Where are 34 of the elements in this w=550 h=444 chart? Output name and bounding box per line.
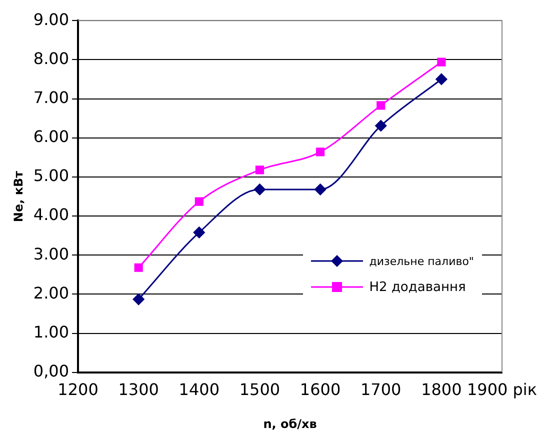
x-tick-label: 1900 рік bbox=[466, 380, 538, 400]
legend-label: H2 додавання bbox=[369, 280, 466, 294]
point bbox=[376, 101, 386, 110]
point bbox=[375, 120, 387, 132]
y-tick-label: 6.00 bbox=[33, 127, 70, 146]
y-tick-label: 8.00 bbox=[33, 48, 70, 68]
x-axis-title: n, об/хв bbox=[263, 416, 318, 431]
x-tick-label: 1300 bbox=[118, 380, 159, 400]
x-tick-label: 1200 bbox=[58, 380, 98, 400]
point bbox=[193, 226, 205, 238]
y-tick-label: 9.00 bbox=[33, 10, 70, 29]
y-tick-label: 3.00 bbox=[33, 244, 70, 264]
y-tick-label: 7.00 bbox=[33, 88, 70, 107]
point bbox=[314, 184, 326, 196]
x-tick-label: 1600 bbox=[300, 380, 341, 400]
point bbox=[255, 166, 264, 174]
y-axis-title: Ne, кВт bbox=[11, 170, 26, 222]
x-tick-label: 1700 bbox=[360, 380, 402, 400]
x-tick-label: 1500 bbox=[239, 380, 280, 400]
point bbox=[316, 148, 325, 156]
y-tick-label: 1.00 bbox=[33, 322, 70, 342]
x-tick-label: 1800 bbox=[421, 380, 462, 400]
point bbox=[437, 58, 446, 66]
y-tick-label: 4.00 bbox=[33, 205, 70, 224]
y-tick-label: 2.00 bbox=[33, 283, 70, 302]
point bbox=[134, 263, 143, 272]
point bbox=[132, 294, 144, 306]
point bbox=[254, 184, 266, 196]
y-tick-label: 5.00 bbox=[33, 166, 70, 186]
point bbox=[194, 197, 204, 206]
point bbox=[436, 73, 448, 85]
y-tick-label: 0,00 bbox=[33, 362, 70, 381]
x-tick-label: 1400 bbox=[178, 380, 220, 400]
legend-label: дизельне паливо" bbox=[369, 254, 474, 268]
